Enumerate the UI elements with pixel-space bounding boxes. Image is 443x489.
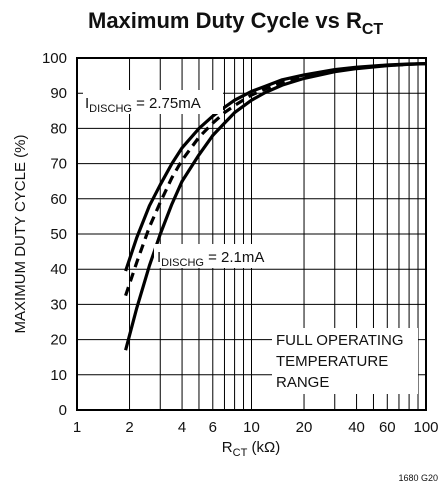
- plot-frame: [76, 57, 427, 411]
- y-tick-label: 90: [50, 85, 67, 102]
- y-tick-labels: 0 10 20 30 40 50 60 70 80 90 100: [42, 50, 67, 419]
- chart-title-main: Maximum Duty Cycle vs R: [88, 8, 362, 33]
- y-tick-label: 50: [50, 226, 67, 243]
- label-low-bg: [154, 244, 282, 268]
- x-tick-label: 6: [209, 419, 217, 436]
- y-tick-label: 20: [50, 332, 67, 349]
- x-tick-label: 20: [296, 419, 313, 436]
- note-bg: [272, 328, 418, 394]
- note-line-3: RANGE: [276, 374, 329, 391]
- series-line-3: [124, 62, 427, 351]
- label-high-rest: = 2.75mA: [132, 95, 201, 112]
- x-axis-label: RCT (kΩ): [222, 439, 280, 459]
- chart-title-sub: CT: [362, 21, 384, 38]
- note-line-1: FULL OPERATING: [276, 332, 404, 349]
- figure-code: 1680 G20: [398, 473, 438, 483]
- y-tick-label: 60: [50, 191, 67, 208]
- x-axis-label-rest: (kΩ): [247, 439, 280, 456]
- x-tick-label: 2: [125, 419, 133, 436]
- label-high: IDISCHG = 2.75mA: [85, 95, 201, 115]
- x-tick-label: 4: [178, 419, 186, 436]
- note-line-2: TEMPERATURE: [276, 353, 388, 370]
- y-tick-label: 40: [50, 261, 67, 278]
- chart-title: Maximum Duty Cycle vs RCT: [88, 8, 383, 38]
- label-high-sub: DISCHG: [89, 103, 132, 115]
- x-tick-label: 60: [379, 419, 396, 436]
- x-tick-label: 1: [73, 419, 81, 436]
- label-low: IDISCHG = 2.1mA: [157, 249, 264, 269]
- y-tick-label: 30: [50, 296, 67, 313]
- label-high-bg: [83, 90, 223, 114]
- x-axis-label-main: R: [222, 439, 233, 456]
- label-low-rest: = 2.1mA: [204, 249, 264, 266]
- y-axis-label: MAXIMUM DUTY CYCLE (%): [12, 135, 29, 334]
- y-tick-label: 80: [50, 120, 67, 137]
- x-tick-label: 40: [348, 419, 365, 436]
- x-tick-label: 100: [413, 419, 438, 436]
- y-tick-label: 100: [42, 50, 67, 67]
- x-tick-labels: 1 2 4 6 10 20 40 60 100: [73, 419, 439, 436]
- label-high-prefix: I: [85, 95, 89, 112]
- label-low-sub: DISCHG: [161, 257, 204, 269]
- data-series: [124, 62, 427, 351]
- y-tick-label: 10: [50, 367, 67, 384]
- x-tick-label: 10: [243, 419, 260, 436]
- label-low-prefix: I: [157, 249, 161, 266]
- y-tick-label: 0: [59, 402, 67, 419]
- x-axis-label-sub: CT: [233, 447, 248, 459]
- y-tick-label: 70: [50, 156, 67, 173]
